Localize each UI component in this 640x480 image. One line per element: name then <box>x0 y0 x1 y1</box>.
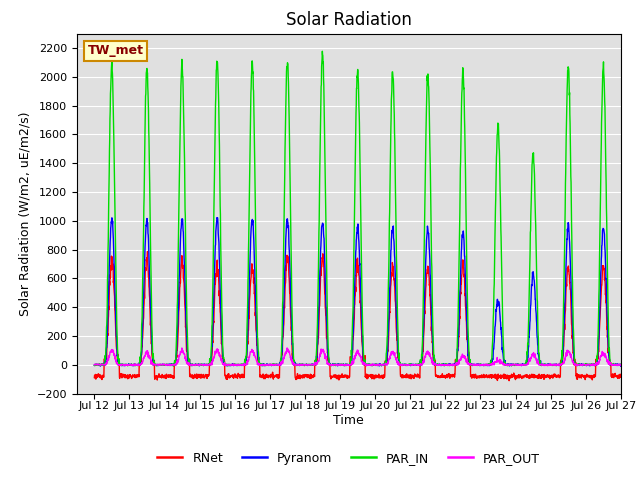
RNet <box>385 344 392 349</box>
RNet <box>617 374 625 380</box>
Pyranom <box>385 330 392 336</box>
RNet <box>571 356 579 362</box>
PAR_OUT <box>571 362 579 368</box>
Pyranom <box>90 362 98 368</box>
Y-axis label: Solar Radiation (W/m2, uE/m2/s): Solar Radiation (W/m2, uE/m2/s) <box>18 111 31 316</box>
PAR_IN <box>319 48 326 54</box>
Legend: RNet, Pyranom, PAR_IN, PAR_OUT: RNet, Pyranom, PAR_IN, PAR_OUT <box>152 447 545 469</box>
PAR_IN <box>511 362 518 368</box>
Line: PAR_IN: PAR_IN <box>94 51 621 366</box>
RNet <box>506 378 513 384</box>
RNet <box>237 374 245 380</box>
PAR_OUT <box>237 362 245 368</box>
PAR_OUT <box>178 345 186 351</box>
Pyranom <box>214 215 221 220</box>
Title: Solar Radiation: Solar Radiation <box>286 11 412 29</box>
RNet <box>511 372 518 378</box>
Line: PAR_OUT: PAR_OUT <box>94 348 621 366</box>
PAR_IN <box>617 362 625 368</box>
PAR_OUT <box>586 362 593 368</box>
RNet <box>586 373 593 379</box>
Pyranom <box>237 362 245 368</box>
PAR_IN <box>373 362 381 368</box>
Pyranom <box>585 361 593 367</box>
Line: Pyranom: Pyranom <box>94 217 621 366</box>
Pyranom <box>373 362 381 368</box>
PAR_IN <box>237 361 245 367</box>
PAR_IN <box>385 279 392 285</box>
RNet <box>143 249 151 254</box>
PAR_IN <box>571 358 579 363</box>
PAR_OUT <box>385 359 392 365</box>
PAR_IN <box>586 361 593 367</box>
RNet <box>373 373 381 379</box>
PAR_OUT <box>617 362 625 368</box>
PAR_OUT <box>511 362 518 368</box>
PAR_OUT <box>363 363 371 369</box>
PAR_IN <box>90 362 98 368</box>
PAR_OUT <box>90 362 98 368</box>
RNet <box>90 375 98 381</box>
Pyranom <box>617 363 625 369</box>
X-axis label: Time: Time <box>333 414 364 427</box>
Text: TW_met: TW_met <box>88 44 144 58</box>
Pyranom <box>571 358 579 364</box>
Pyranom <box>511 362 518 368</box>
PAR_IN <box>170 363 177 369</box>
Line: RNet: RNet <box>94 252 621 381</box>
PAR_OUT <box>373 362 381 368</box>
